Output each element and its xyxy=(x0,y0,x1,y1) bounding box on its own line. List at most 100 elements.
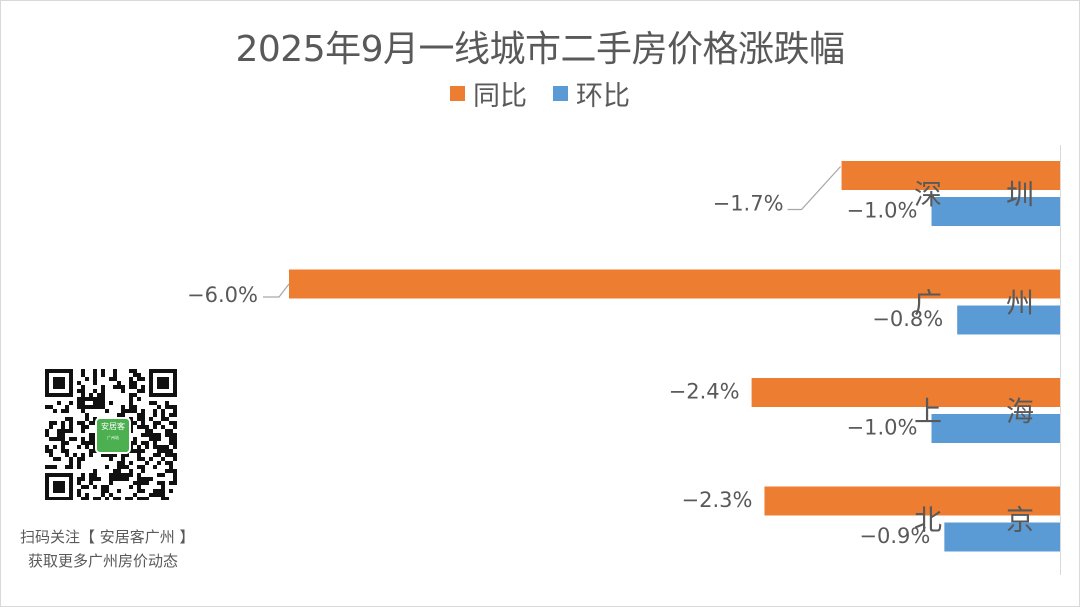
qr-module xyxy=(165,449,169,453)
qr-module xyxy=(117,473,121,477)
qr-module xyxy=(173,457,177,461)
qr-module xyxy=(133,369,137,373)
qr-module xyxy=(141,489,145,493)
qr-module xyxy=(157,489,161,493)
qr-module xyxy=(125,477,129,481)
qr-module xyxy=(117,385,121,389)
qr-module xyxy=(81,437,85,441)
qr-module xyxy=(65,429,69,433)
qr-module xyxy=(149,417,153,421)
qr-module xyxy=(161,489,165,493)
qr-module xyxy=(153,489,157,493)
qr-module xyxy=(145,497,149,501)
qr-module xyxy=(121,473,125,477)
qr-module xyxy=(81,457,85,461)
qr-module xyxy=(169,429,173,433)
category-label-3-b: 京 xyxy=(1006,504,1034,537)
category-label-2: 上 xyxy=(914,395,942,428)
qr-module xyxy=(129,421,133,425)
qr-module xyxy=(133,441,137,445)
qr-module xyxy=(137,489,141,493)
qr-module xyxy=(69,465,73,469)
qr-module xyxy=(89,437,93,441)
qr-module xyxy=(145,433,149,437)
qr-module xyxy=(81,385,85,389)
qr-module xyxy=(153,465,157,469)
qr-module xyxy=(97,393,101,397)
qr-module xyxy=(165,445,169,449)
qr-module xyxy=(101,385,105,389)
qr-module xyxy=(169,413,173,417)
qr-module xyxy=(141,449,145,453)
qr-module xyxy=(129,377,133,381)
qr-module xyxy=(141,389,145,393)
data-label-yoy-3: −2.3% xyxy=(681,488,752,512)
qr-finder-inner-2 xyxy=(53,481,65,493)
qr-module xyxy=(165,497,169,501)
qr-module xyxy=(133,393,137,397)
promo-line-2: 获取更多广州房价动态 xyxy=(28,552,179,570)
qr-module xyxy=(153,421,157,425)
qr-module xyxy=(145,477,149,481)
qr-module xyxy=(137,473,141,477)
bar-yoy-0 xyxy=(841,161,1060,190)
qr-module xyxy=(157,445,161,449)
qr-module xyxy=(77,381,81,385)
qr-module xyxy=(57,433,61,437)
qr-module xyxy=(129,393,133,397)
qr-module xyxy=(149,429,153,433)
qr-module xyxy=(85,417,89,421)
qr-module xyxy=(169,437,173,441)
qr-module xyxy=(165,429,169,433)
qr-module xyxy=(109,473,113,477)
qr-module xyxy=(137,413,141,417)
qr-module xyxy=(137,477,141,481)
qr-module xyxy=(129,429,133,433)
data-label-mom-2: −1.0% xyxy=(847,416,918,440)
qr-module xyxy=(61,429,65,433)
qr-module xyxy=(97,397,101,401)
qr-module xyxy=(137,425,141,429)
qr-finder-inner-1 xyxy=(157,377,169,389)
data-label-mom-3: −0.9% xyxy=(859,524,930,548)
qr-module xyxy=(141,477,145,481)
qr-module xyxy=(77,461,81,465)
promo-line-1: 扫码关注【 安居客广州 】 xyxy=(20,528,195,546)
qr-module xyxy=(141,469,145,473)
qr-module xyxy=(141,433,145,437)
category-label-2-b: 海 xyxy=(1006,395,1034,428)
qr-module xyxy=(65,453,69,457)
qr-logo-title: 安居客 xyxy=(101,422,125,431)
qr-module xyxy=(65,405,69,409)
qr-module xyxy=(161,481,165,485)
qr-module xyxy=(109,453,113,457)
qr-module xyxy=(113,369,117,373)
qr-module xyxy=(105,409,109,413)
qr-module xyxy=(161,445,165,449)
qr-module xyxy=(81,425,85,429)
qr-module xyxy=(149,401,153,405)
qr-code-pattern xyxy=(45,369,177,501)
qr-module xyxy=(85,425,89,429)
qr-module xyxy=(101,493,105,497)
qr-module xyxy=(125,453,129,457)
qr-module xyxy=(133,409,137,413)
data-label-yoy-0: −1.7% xyxy=(713,192,784,216)
qr-module xyxy=(153,409,157,413)
qr-module xyxy=(45,405,49,409)
qr-module xyxy=(49,437,53,441)
qr-module xyxy=(81,389,85,393)
qr-code[interactable]: 安居客 广州站 xyxy=(43,369,179,501)
qr-module xyxy=(81,401,85,405)
qr-module xyxy=(49,453,53,457)
qr-module xyxy=(85,377,89,381)
qr-module xyxy=(141,425,145,429)
bar-yoy-1 xyxy=(289,269,1060,299)
qr-module xyxy=(113,385,117,389)
qr-module xyxy=(129,369,133,373)
qr-module xyxy=(85,485,89,489)
qr-module xyxy=(77,389,81,393)
qr-module xyxy=(109,493,113,497)
data-label-yoy-2: −2.4% xyxy=(669,380,740,404)
qr-module xyxy=(129,409,133,413)
